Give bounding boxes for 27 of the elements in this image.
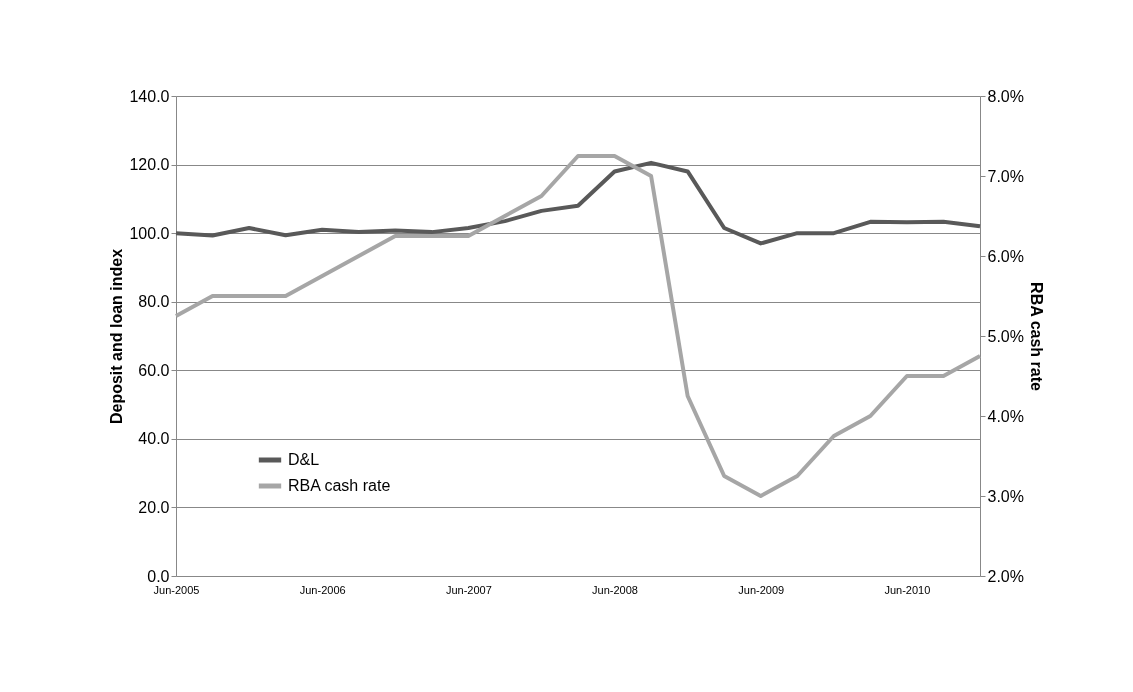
x-tick-label: Jun-2007	[445, 583, 492, 596]
y-tick-label: 80.0	[138, 293, 170, 311]
y-tick-label: 100.0	[129, 224, 170, 242]
y2-tick-label: 4.0%	[987, 407, 1024, 425]
y-tick-label: 0.0	[147, 567, 170, 585]
y2-tick-label: 2.0%	[987, 567, 1024, 585]
x-tick-label: Jun-2006	[299, 583, 346, 596]
y-tick-label: 20.0	[138, 498, 170, 516]
y2-axis-title: RBA cash rate	[1027, 282, 1045, 391]
y2-tick-label: 7.0%	[987, 167, 1024, 185]
y2-tick-label: 6.0%	[987, 247, 1024, 265]
y2-tick-label: 8.0%	[987, 87, 1024, 105]
y-tick-label: 120.0	[129, 156, 170, 174]
x-tick-label: Jun-2010	[884, 583, 931, 596]
x-tick-label: Jun-2009	[738, 583, 785, 596]
y-axis-title: Deposit and loan index	[108, 248, 126, 425]
line-series	[174, 154, 982, 498]
y2-tick-label: 5.0%	[987, 327, 1024, 345]
legend-label: RBA cash rate	[288, 477, 391, 494]
legend-label: D&L	[288, 451, 320, 468]
line-series	[174, 160, 982, 246]
y-tick-label: 40.0	[138, 430, 170, 448]
y2-tick-label: 3.0%	[987, 487, 1024, 505]
x-tick-label: Jun-2008	[592, 583, 638, 596]
y-tick-label: 60.0	[138, 361, 170, 379]
x-tick-label: Jun-2005	[153, 583, 200, 596]
y-tick-label: 140.0	[129, 87, 170, 105]
